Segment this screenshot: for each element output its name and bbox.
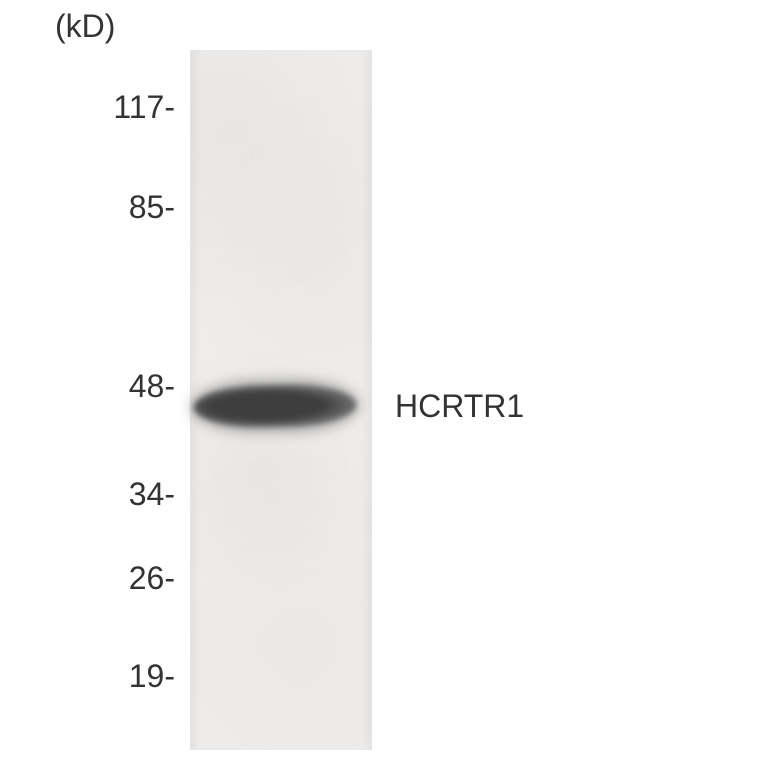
mw-marker-85: 85- <box>75 189 175 226</box>
mw-marker-48: 48- <box>75 368 175 405</box>
mw-marker-26: 26- <box>75 560 175 597</box>
mw-marker-34: 34- <box>75 476 175 513</box>
mw-marker-117: 117- <box>75 89 175 126</box>
unit-label: (kD) <box>55 8 115 45</box>
western-blot-figure: (kD) 117- 85- 48- 34- 26- 19- HCRTR1 <box>0 0 764 764</box>
band-label-hcrtr1: HCRTR1 <box>395 388 524 425</box>
mw-marker-19: 19- <box>75 658 175 695</box>
